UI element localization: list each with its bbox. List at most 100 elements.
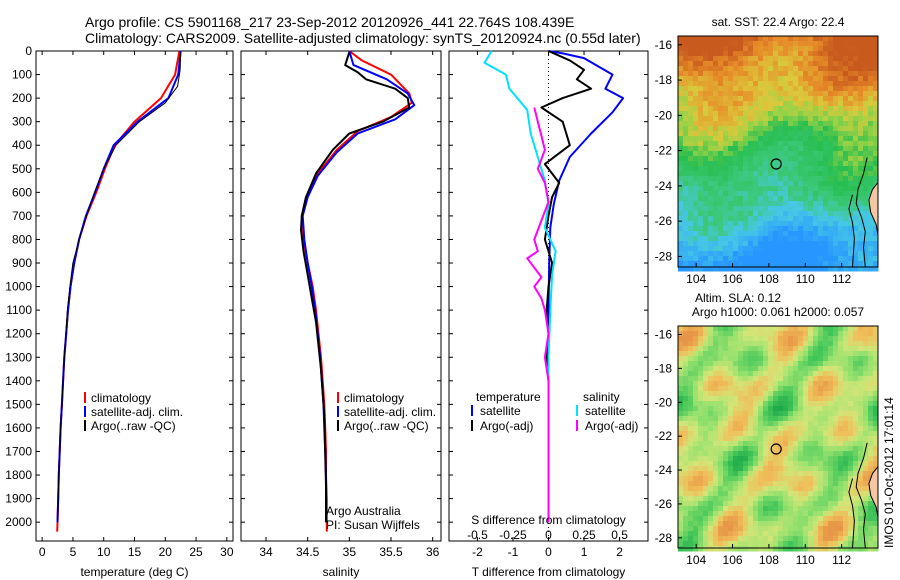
map-cell <box>768 496 774 502</box>
map-cell <box>733 181 739 187</box>
map-cell <box>703 41 709 47</box>
map-cell <box>703 136 709 142</box>
map-cell <box>718 51 724 57</box>
map-cell <box>718 466 724 472</box>
map-cell <box>813 516 819 522</box>
map-cell <box>863 456 869 462</box>
map-cell <box>823 101 829 107</box>
map-cell <box>873 56 879 62</box>
map-cell <box>753 106 759 112</box>
map-cell <box>808 471 814 477</box>
map-cell <box>688 76 694 82</box>
map-cell <box>718 156 724 162</box>
map-cell <box>853 221 859 227</box>
map-cell <box>853 236 859 242</box>
map-cell <box>728 106 734 112</box>
map-cell <box>708 141 714 147</box>
map-cell <box>728 131 734 137</box>
map-cell <box>868 546 874 552</box>
map-cell <box>683 71 689 77</box>
map-cell <box>853 491 859 497</box>
map-cell <box>778 441 784 447</box>
map-cell <box>748 506 754 512</box>
map-cell <box>723 211 729 217</box>
map-cell <box>848 46 854 52</box>
map-cell <box>853 406 859 412</box>
map-cell <box>803 71 809 77</box>
map-cell <box>758 361 764 367</box>
map-cell <box>833 476 839 482</box>
map-cell <box>833 161 839 167</box>
map-cell <box>728 546 734 552</box>
map-cell <box>733 46 739 52</box>
map-cell <box>753 536 759 542</box>
map-cell <box>678 411 684 417</box>
map-cell <box>828 96 834 102</box>
map-cell <box>743 116 749 122</box>
map-cell <box>848 356 854 362</box>
map-cell <box>828 166 834 172</box>
map-cell <box>858 436 864 442</box>
map-cell <box>773 171 779 177</box>
map-cell <box>718 201 724 207</box>
map-cell <box>738 61 744 67</box>
map-cell <box>828 46 834 52</box>
map-cell <box>763 156 769 162</box>
map-cell <box>798 231 804 237</box>
map-cell <box>843 56 849 62</box>
map-cell <box>698 131 704 137</box>
map-cell <box>858 536 864 542</box>
map-cell <box>783 516 789 522</box>
map-cell <box>868 356 874 362</box>
map-cell <box>733 241 739 247</box>
map-cell <box>838 201 844 207</box>
map-cell <box>678 476 684 482</box>
map-cell <box>818 516 824 522</box>
map-cell <box>763 401 769 407</box>
map-cell <box>813 186 819 192</box>
map-cell <box>713 146 719 152</box>
map-cell <box>703 371 709 377</box>
map-cell <box>688 36 694 42</box>
map-cell <box>858 231 864 237</box>
map-cell <box>678 491 684 497</box>
map-cell <box>853 101 859 107</box>
map-cell <box>793 376 799 382</box>
y-tick-label: -22 <box>655 144 673 158</box>
map-cell <box>753 516 759 522</box>
map-cell <box>708 206 714 212</box>
map-cell <box>813 56 819 62</box>
map-cell <box>763 521 769 527</box>
map-cell <box>863 436 869 442</box>
map-cell <box>743 46 749 52</box>
map-cell <box>688 401 694 407</box>
map-cell <box>868 61 874 67</box>
map-cell <box>783 441 789 447</box>
map-cell <box>758 211 764 217</box>
map-cell <box>798 546 804 552</box>
map-cell <box>873 346 879 352</box>
map-cell <box>813 216 819 222</box>
map-cell <box>768 146 774 152</box>
map-cell <box>698 36 704 42</box>
map-cell <box>858 421 864 427</box>
map-cell <box>808 261 814 267</box>
map-cell <box>813 36 819 42</box>
map-cell <box>753 66 759 72</box>
map-cell <box>723 191 729 197</box>
map-cell <box>703 436 709 442</box>
map-cell <box>688 221 694 227</box>
map-cell <box>763 531 769 537</box>
map-cell <box>803 411 809 417</box>
map-cell <box>758 196 764 202</box>
map-cell <box>683 121 689 127</box>
map-cell <box>778 186 784 192</box>
map-cell <box>823 421 829 427</box>
map-cell <box>823 81 829 87</box>
secondary-tick-label: -0.25 <box>499 528 527 542</box>
map-cell <box>808 416 814 422</box>
map-cell <box>863 396 869 402</box>
map-cell <box>688 356 694 362</box>
map-cell <box>773 386 779 392</box>
map-cell <box>708 391 714 397</box>
